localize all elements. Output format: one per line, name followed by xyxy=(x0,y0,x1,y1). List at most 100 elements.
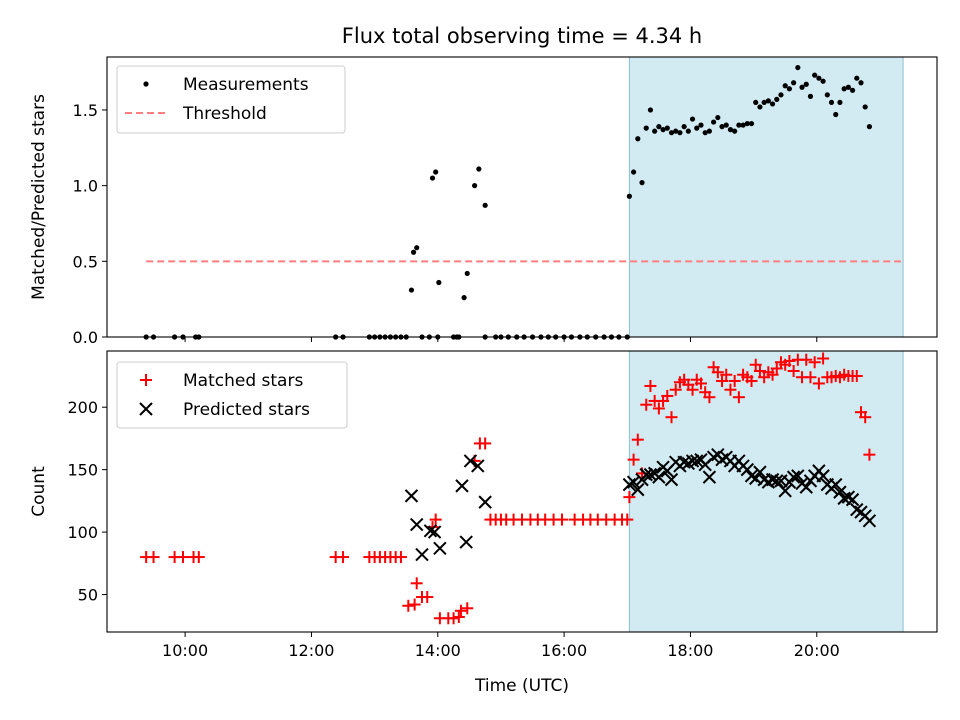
measurement-point xyxy=(647,107,654,113)
matched-stars-point xyxy=(644,379,657,392)
predicted-stars-point xyxy=(833,485,847,499)
measurement-point xyxy=(639,180,645,186)
measurement-point xyxy=(753,99,759,106)
x-tick-label: 16:00 xyxy=(541,641,587,660)
measurement-point xyxy=(656,124,662,130)
measurement-point xyxy=(698,122,704,128)
predicted-stars-point xyxy=(753,465,767,479)
predicted-stars-point xyxy=(862,514,877,528)
matched-stars-point xyxy=(804,371,817,384)
matched-stars-point xyxy=(621,513,634,526)
measurement-point xyxy=(862,104,868,110)
measurement-point xyxy=(841,86,847,92)
measurement-point xyxy=(643,125,649,131)
legend-plus-marker xyxy=(140,374,152,386)
top-y-ticks: 0.0 0.5 1.0 1.5 xyxy=(73,101,107,347)
bottom-legend: Matched stars Predicted stars xyxy=(116,361,348,429)
matched-stars-point xyxy=(716,374,729,387)
y-tick-label: 200 xyxy=(67,398,98,417)
measurement-point xyxy=(858,80,864,86)
matched-stars-point xyxy=(452,611,465,624)
matched-stars-point xyxy=(408,598,421,611)
matched-stars-point xyxy=(421,591,434,604)
matched-stars-point xyxy=(711,366,724,379)
matched-stars-point xyxy=(686,383,699,396)
measurement-point xyxy=(626,193,632,199)
x-tick-label: 20:00 xyxy=(794,641,840,660)
matched-stars-point xyxy=(850,369,863,382)
bottom-panel-marks xyxy=(140,352,877,625)
bottom-y-axis-label: Count xyxy=(29,466,49,517)
measurement-point xyxy=(694,125,700,131)
top-panel-frame xyxy=(106,56,938,338)
measurement-point xyxy=(854,75,860,81)
chart-title: Flux total observing time = 4.34 h xyxy=(342,24,702,48)
measurement-point xyxy=(715,114,721,121)
matched-stars-point xyxy=(770,362,783,375)
measurement-point xyxy=(702,130,708,136)
bottom-x-ticks: 10:00 12:00 14:00 16:00 18:00 20:00 xyxy=(162,632,840,660)
predicted-stars-point xyxy=(455,479,469,493)
predicted-stars-point xyxy=(845,492,860,507)
measurement-point xyxy=(668,130,675,136)
matched-stars-point xyxy=(556,513,569,526)
matched-stars-point xyxy=(410,577,423,590)
measurement-point xyxy=(408,287,415,293)
matched-stars-point xyxy=(783,354,796,367)
measurement-point xyxy=(761,99,767,106)
predicted-stars-point xyxy=(433,541,447,556)
predicted-stars-point xyxy=(471,459,485,473)
measurement-point xyxy=(719,124,725,130)
top-x-ticks xyxy=(184,337,818,342)
matched-stars-point xyxy=(817,352,830,365)
legend-threshold-label: Threshold xyxy=(182,104,267,124)
measurement-point xyxy=(837,99,843,106)
measurement-point xyxy=(433,169,439,175)
predicted-stars-point xyxy=(415,547,429,562)
measurement-point xyxy=(472,183,478,189)
measurement-point xyxy=(744,120,750,127)
measurement-point xyxy=(807,93,814,99)
measurement-point xyxy=(706,128,712,134)
top-y-axis-label: Matched/Predicted stars xyxy=(29,94,49,300)
predicted-stars-point xyxy=(410,517,424,532)
predicted-stars-point xyxy=(829,477,843,492)
predicted-stars-point xyxy=(631,482,645,497)
matched-stars-point xyxy=(669,383,682,396)
measurement-point xyxy=(630,169,637,175)
measurement-point xyxy=(866,124,873,130)
predicted-stars-point xyxy=(404,489,419,503)
top-legend: Measurements Threshold xyxy=(116,65,346,134)
matched-stars-point xyxy=(694,377,707,390)
matched-stars-point xyxy=(177,551,190,564)
measurement-point xyxy=(782,83,788,89)
measurement-point xyxy=(740,122,746,128)
matched-stars-point xyxy=(745,374,758,387)
measurement-point xyxy=(769,101,776,107)
matched-stars-point xyxy=(394,551,407,564)
y-tick-label: 0.5 xyxy=(73,252,98,271)
matched-stars-point xyxy=(429,513,442,526)
measurement-point xyxy=(711,119,717,125)
predicted-stars-point xyxy=(770,474,784,488)
predicted-stars-point xyxy=(478,495,492,509)
matched-stars-point xyxy=(753,364,766,377)
x-axis-label: Time (UTC) xyxy=(474,676,569,696)
matched-stars-point xyxy=(812,377,825,390)
predicted-stars-point xyxy=(816,469,830,483)
predicted-stars-point xyxy=(791,469,805,483)
matched-stars-point xyxy=(337,551,350,564)
measurement-point xyxy=(685,128,691,134)
predicted-stars-point xyxy=(459,535,473,549)
predicted-stars-point xyxy=(427,525,442,539)
predicted-stars-point xyxy=(702,470,717,484)
predicted-stars-point xyxy=(652,470,666,484)
measurement-point xyxy=(816,75,822,81)
predicted-stars-point xyxy=(626,475,641,489)
bottom-y-ticks: 50 100 150 200 xyxy=(67,398,107,605)
observing-window-shade-top xyxy=(628,56,904,338)
x-tick-label: 10:00 xyxy=(162,641,208,660)
y-tick-label: 0.0 xyxy=(73,328,98,347)
matched-stars-point xyxy=(652,402,665,415)
matched-stars-point xyxy=(447,612,460,625)
